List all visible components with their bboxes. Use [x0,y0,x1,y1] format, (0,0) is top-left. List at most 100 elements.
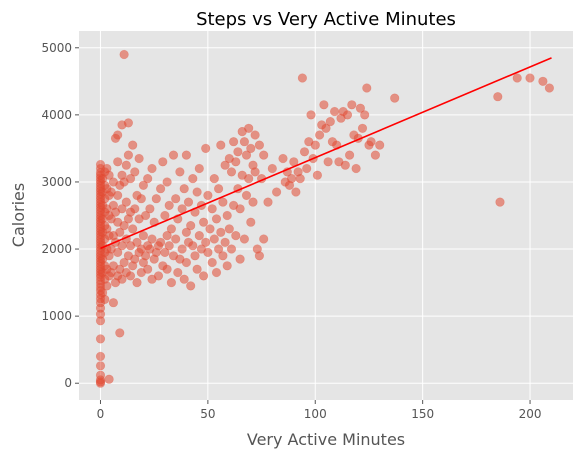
data-point [156,237,166,247]
x-tick-label: 150 [411,407,434,421]
data-point [315,130,325,140]
data-point [113,130,123,140]
data-point [119,257,129,268]
data-point [295,174,305,184]
data-point [267,163,277,174]
data-point [121,160,131,170]
data-point [231,231,241,241]
data-point [203,247,213,257]
data-point [235,204,245,214]
data-point [229,137,239,147]
data-point [199,217,209,227]
data-point [218,197,228,207]
data-point [330,106,340,117]
data-point [321,123,331,133]
data-point [248,197,258,207]
data-point [342,110,353,120]
data-point [156,184,166,194]
data-point [95,351,106,362]
data-point [130,167,140,177]
data-point [95,159,106,170]
data-point [147,234,157,244]
data-point [310,140,320,150]
data-point [211,214,222,224]
data-point [525,73,535,83]
data-point [214,244,224,254]
data-point [297,73,308,83]
data-point [147,163,157,174]
data-point [179,274,189,284]
data-point [113,157,123,167]
trend-line [100,57,552,250]
data-point [325,116,335,127]
data-point [141,210,151,221]
data-point [362,83,372,93]
data-point [220,160,230,170]
x-tick-label: 50 [200,407,215,421]
data-point [186,221,196,231]
data-point [544,83,555,93]
data-point [119,221,129,231]
data-point [306,110,316,120]
data-point [177,244,187,254]
data-point [241,150,252,160]
data-point [134,153,144,164]
grid-lines [79,31,573,400]
data-point [244,174,254,184]
chart-title: Steps vs Very Active Minutes [196,9,456,30]
data-point [183,197,194,207]
data-point [102,281,112,291]
x-tick-label: 100 [304,407,327,421]
data-point [158,157,168,167]
y-tick-label: 4000 [41,108,72,122]
data-point [205,224,215,234]
data-point [115,328,125,338]
data-point [113,247,123,257]
y-axis-label: Calories [9,183,28,247]
data-point [495,197,505,207]
data-point [319,100,329,110]
data-point [125,174,136,184]
data-point [132,278,142,288]
data-point [173,267,183,278]
data-point [190,251,200,261]
data-point [299,147,310,157]
data-point [117,204,127,214]
data-point [194,231,204,241]
data-point [194,163,204,174]
data-point [188,174,198,184]
data-point [188,241,198,251]
data-point [171,194,181,204]
data-point [244,123,254,133]
data-point [128,224,138,234]
data-point [239,234,249,244]
data-point [160,247,170,257]
data-point [370,150,381,160]
data-point [181,150,191,160]
data-point [128,140,138,150]
data-point [390,93,400,103]
data-point [216,227,226,237]
data-point [179,184,189,194]
data-point [136,194,146,204]
data-point [209,174,219,184]
data-point [141,251,151,261]
data-point [100,294,110,305]
y-tick-label: 5000 [41,41,72,55]
data-point [95,334,106,344]
data-point [357,123,368,133]
data-point [121,197,131,207]
data-point [201,237,211,247]
data-point [278,153,288,164]
data-point [181,257,191,268]
data-point [117,274,127,284]
data-point [246,217,256,227]
data-point [216,140,226,150]
data-point [125,271,136,281]
data-point [130,254,140,264]
data-point [130,204,140,214]
data-point [164,200,174,210]
data-point [171,234,181,244]
data-point [164,241,174,251]
data-point [138,231,148,241]
